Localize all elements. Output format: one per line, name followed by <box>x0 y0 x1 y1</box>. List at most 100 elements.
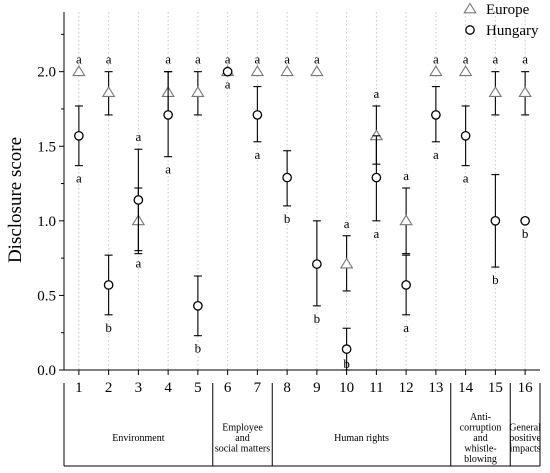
hungary-point-14 <box>460 130 471 141</box>
hungary-point-5 <box>193 301 203 311</box>
europe-letter-5: a <box>195 52 201 67</box>
hungary-letter-11: a <box>373 226 379 241</box>
hungary-letter-3: a <box>135 129 141 144</box>
hungary-letter-2: b <box>105 320 112 335</box>
hungary-letter-4: a <box>165 162 171 177</box>
hungary-letter-5: b <box>195 341 202 356</box>
europe-letter-7: a <box>254 52 260 67</box>
europe-letter-2: a <box>106 52 112 67</box>
hungary-letter-6: a <box>225 77 231 92</box>
europe-point-9 <box>310 65 324 77</box>
europe-letter-6: a <box>225 52 231 67</box>
europe-letter-16: a <box>522 52 528 67</box>
group-label-3-line-2: and <box>473 433 487 444</box>
x-tick-label-8: 8 <box>283 380 291 396</box>
hungary-letter-15: b <box>492 272 499 287</box>
grid-lines <box>78 12 526 370</box>
hungary-letter-16: b <box>522 226 529 241</box>
group-label-3-line-1: corruption <box>460 423 502 434</box>
europe-point-10 <box>339 257 354 269</box>
hungary-point-1 <box>74 130 84 141</box>
group-label-4-line-2: impacts <box>510 444 541 455</box>
group-label-0-line-0: Environment <box>112 433 164 444</box>
x-tick-label-4: 4 <box>164 380 172 396</box>
europe-letter-3: a <box>135 256 141 271</box>
x-tick-label-14: 14 <box>458 380 474 396</box>
europe-point-2 <box>101 86 116 97</box>
europe-point-7 <box>250 65 265 77</box>
group-label-3-line-3: whistle- <box>464 444 496 455</box>
hungary-point-11 <box>371 172 382 183</box>
hungary-letter-12: a <box>403 320 409 335</box>
legend-hungary-marker <box>465 25 475 35</box>
hungary-point-7 <box>252 110 263 120</box>
group-label-4-line-0: General <box>509 423 541 434</box>
hungary-point-9 <box>312 259 322 269</box>
x-tick-label-5: 5 <box>194 380 202 396</box>
hungary-letter-10: b <box>343 356 350 371</box>
hungary-point-15 <box>490 215 501 226</box>
hungary-letter-13: a <box>433 147 439 162</box>
europe-letter-1: a <box>76 52 82 67</box>
group-label-1-line-0: Employee <box>222 423 263 434</box>
hungary-point-12 <box>401 280 411 290</box>
hungary-point-16 <box>520 215 530 226</box>
europe-point-12 <box>399 214 413 226</box>
x-tick-label-3: 3 <box>135 380 143 396</box>
legend: Europe Hungary <box>463 2 539 39</box>
x-tick-label-9: 9 <box>313 380 321 396</box>
x-tick-label-7: 7 <box>254 380 262 396</box>
europe-point-1 <box>72 65 86 77</box>
y-tick-label-4: 2.0 <box>37 65 56 81</box>
europe-letter-11: a <box>373 86 379 101</box>
y-tick-label-2: 1.0 <box>37 214 56 230</box>
europe-letter-4: a <box>165 52 171 67</box>
hungary-letter-1: a <box>76 171 82 186</box>
group-label-3-line-0: Anti- <box>470 412 491 423</box>
x-tick-label-2: 2 <box>105 380 113 396</box>
y-tick-label-0: 0.0 <box>37 363 56 379</box>
y-tick-label-1: 0.5 <box>37 288 56 304</box>
group-label-1-line-2: social matters <box>215 444 270 455</box>
europe-letter-9: a <box>314 52 320 67</box>
legend-hungary-label: Hungary <box>486 23 539 39</box>
hungary-point-6 <box>222 66 233 77</box>
x-tick-label-16: 16 <box>518 380 534 396</box>
hungary-point-8 <box>282 172 292 183</box>
x-tick-label-1: 1 <box>75 380 83 396</box>
europe-letter-10: a <box>344 216 350 231</box>
europe-letter-12: a <box>403 168 409 183</box>
group-label-1-line-1: and <box>235 433 249 444</box>
legend-europe-label: Europe <box>486 2 530 18</box>
hungary-letter-9: b <box>314 311 321 326</box>
europe-point-14 <box>458 65 473 77</box>
europe-point-13 <box>429 65 443 77</box>
hungary-point-10 <box>341 344 352 354</box>
x-tick-label-13: 13 <box>428 380 443 396</box>
y-tick-label-3: 1.5 <box>37 139 56 155</box>
hungary-point-3 <box>133 195 144 205</box>
group-label-4-line-1: positive <box>509 433 541 444</box>
series-hungary <box>74 66 530 371</box>
x-tick-label-6: 6 <box>224 380 232 396</box>
group-label-2-line-0: Human rights <box>334 433 389 444</box>
hungary-letter-8: b <box>284 211 291 226</box>
x-tick-label-11: 11 <box>369 380 383 396</box>
group-label-3-line-4: blowing <box>464 454 497 465</box>
europe-point-5 <box>191 86 205 97</box>
legend-europe-marker <box>463 2 477 14</box>
x-tick-label-12: 12 <box>399 380 414 396</box>
europe-letter-8: a <box>284 52 290 67</box>
europe-point-8 <box>280 65 294 77</box>
x-tick-label-10: 10 <box>339 380 354 396</box>
y-axis-label: Disclosure score <box>5 137 26 263</box>
europe-letter-13: a <box>433 52 439 67</box>
x-tick-label-15: 15 <box>488 380 503 396</box>
hungary-point-2 <box>103 280 114 290</box>
europe-letter-15: a <box>492 52 498 67</box>
hungary-point-13 <box>431 110 441 120</box>
